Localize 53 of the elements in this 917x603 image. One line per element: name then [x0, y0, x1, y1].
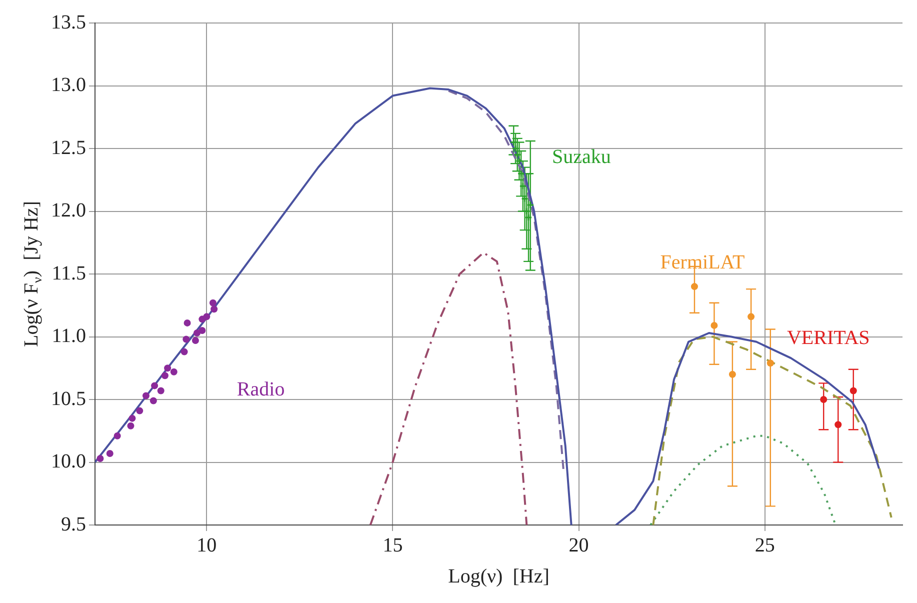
line-series	[650, 434, 837, 525]
point	[193, 329, 200, 336]
x-tick-label: 10	[196, 534, 217, 556]
point	[834, 421, 842, 428]
point	[136, 407, 144, 414]
point	[209, 299, 216, 306]
point	[519, 182, 527, 190]
y-tick-label: 11.5	[52, 262, 86, 284]
y-tick-label: 13.5	[51, 11, 86, 34]
text: Radio	[236, 378, 285, 400]
point	[142, 392, 150, 400]
y-tick-label: 11.0	[52, 325, 86, 347]
point	[526, 201, 534, 209]
y-tick-label: 13.0	[51, 74, 86, 96]
y-tick-label: 12.5	[51, 136, 86, 159]
point	[192, 337, 199, 344]
point	[210, 306, 218, 313]
point	[748, 313, 755, 320]
point	[198, 326, 206, 334]
point	[164, 364, 172, 372]
y-axis-title: Log(ν Fν) [Jy Hz]	[20, 200, 44, 347]
point	[203, 313, 210, 320]
point	[710, 322, 718, 329]
text: VERITAS	[786, 327, 870, 350]
point	[128, 414, 136, 422]
line-series	[369, 252, 528, 525]
y-tick-label: 10.5	[51, 388, 86, 410]
series-label: Suzaku	[552, 146, 611, 168]
point	[170, 368, 178, 376]
point	[114, 432, 121, 440]
point	[850, 387, 857, 394]
y-tick-label: 12.0	[51, 200, 86, 222]
point	[766, 360, 774, 367]
y-tick-label: 9.5	[61, 513, 86, 536]
x-axis-title: Log(ν) [Hz]	[448, 565, 550, 588]
point	[96, 454, 104, 462]
point	[184, 319, 191, 326]
point	[820, 396, 828, 403]
x-tick-label: 15	[382, 534, 403, 556]
x-tick-label: 20	[568, 534, 589, 556]
point	[127, 422, 134, 430]
point	[151, 382, 158, 390]
point	[150, 397, 157, 404]
point	[157, 387, 164, 394]
point	[690, 283, 698, 290]
point	[161, 372, 168, 380]
point	[182, 336, 190, 343]
point	[180, 348, 188, 356]
x-tick-label: 25	[754, 534, 775, 556]
point	[106, 450, 114, 457]
point	[728, 370, 736, 378]
y-tick-label: 10.0	[51, 450, 86, 472]
series-label: FermiLAT	[660, 251, 745, 274]
